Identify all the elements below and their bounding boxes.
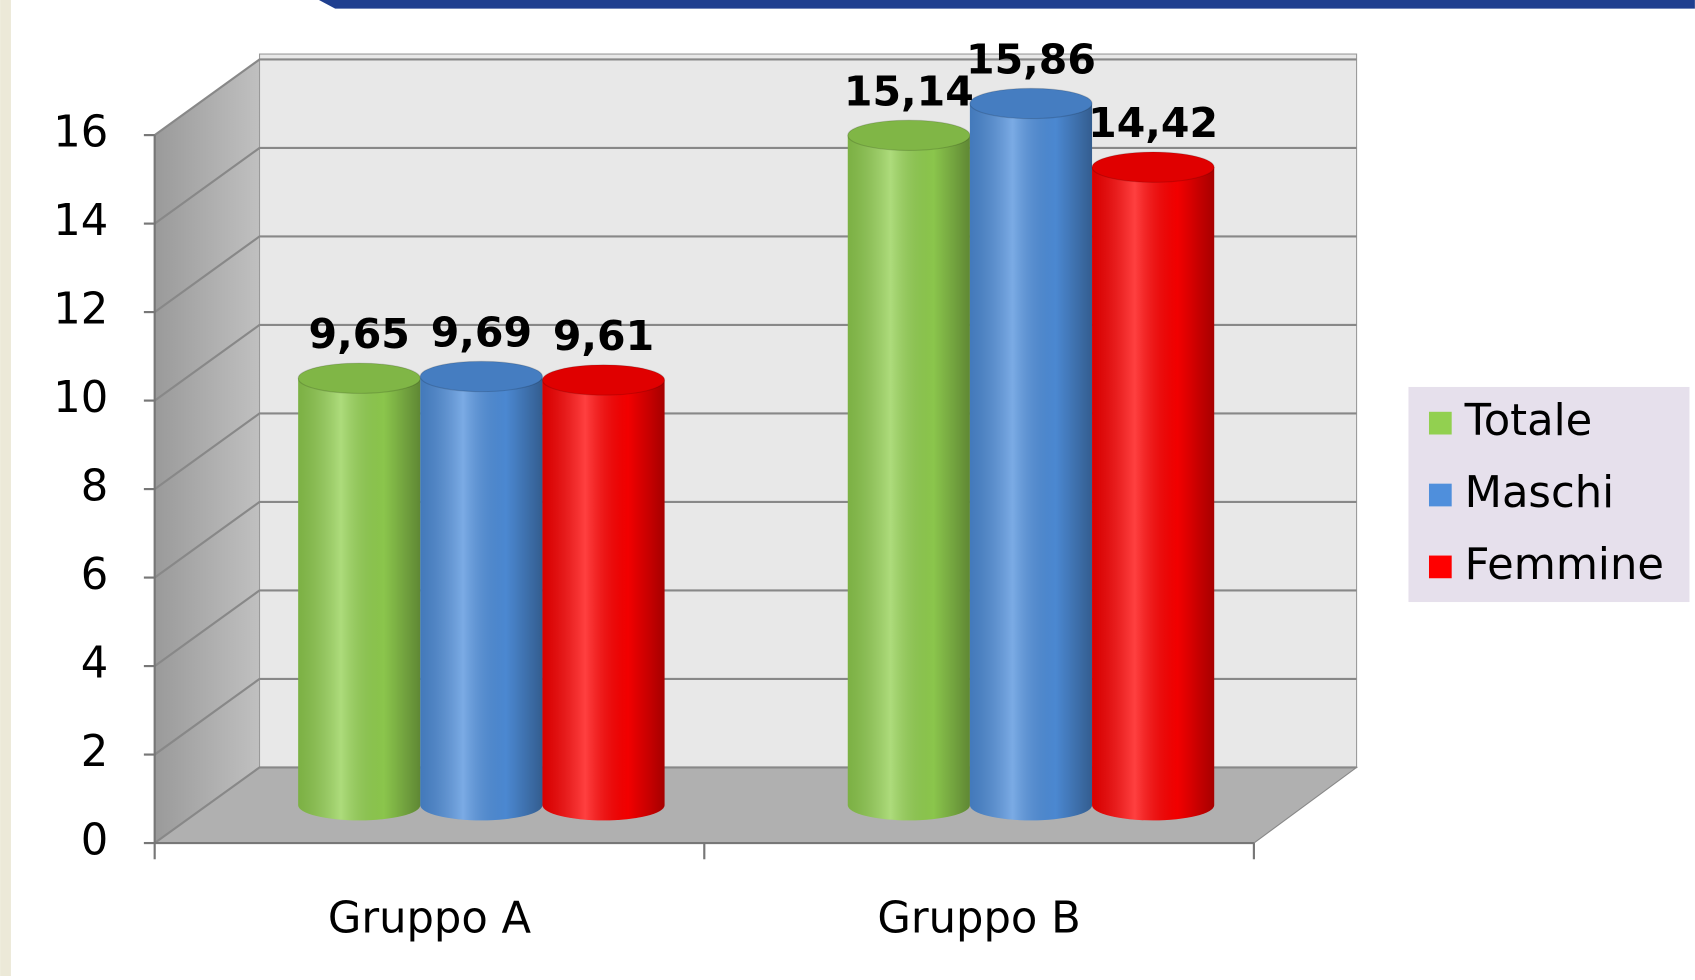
y-tick-label: 6: [81, 550, 109, 600]
frame-top: [318, 0, 1695, 9]
y-tick-label: 12: [53, 285, 108, 335]
bar-top-shade: [969, 88, 1093, 119]
y-tick-label: 2: [81, 727, 109, 777]
y-tick-label: 14: [53, 196, 108, 246]
value-label: 14,42: [1088, 99, 1218, 147]
value-label: 9,69: [431, 308, 532, 356]
value-label: 9,61: [553, 312, 654, 360]
bar-top-shade: [847, 120, 970, 151]
bar-shade: [847, 135, 970, 821]
bar-top: [969, 87, 1093, 120]
bar-top-shade: [298, 363, 421, 394]
bar-top-shade: [542, 364, 665, 396]
value-label: 15,14: [844, 67, 974, 115]
bar-shade: [298, 378, 421, 821]
bar-top-shade: [420, 361, 543, 392]
legend-label: Maschi: [1465, 468, 1614, 518]
legend-swatch: [1428, 411, 1452, 435]
legend-swatch: [1428, 555, 1452, 579]
legend-label: Femmine: [1465, 540, 1664, 590]
legend: [1408, 386, 1690, 603]
legend-swatch: [1428, 483, 1452, 507]
bar-shade: [1092, 167, 1215, 821]
value-label: 9,65: [309, 310, 410, 358]
grid-line: [154, 58, 1357, 136]
y-tick-label: 0: [81, 816, 109, 866]
bar-top: [419, 360, 543, 393]
bar-shade: [969, 103, 1093, 821]
y-tick-label: 8: [81, 462, 109, 512]
bar-top-shade: [1092, 152, 1215, 183]
frame: [0, 0, 11, 976]
x-tick-label: Gruppo B: [877, 893, 1080, 943]
bar-top: [1091, 151, 1215, 183]
bar-top: [541, 364, 666, 396]
y-tick-label: 16: [53, 108, 108, 158]
y-tick-label: 4: [81, 639, 109, 689]
bar-shade: [542, 380, 665, 821]
x-tick-label: Gruppo A: [328, 893, 532, 943]
legend-label: Totale: [1464, 396, 1593, 446]
value-label: 15,86: [966, 35, 1096, 83]
bar-shade: [420, 376, 543, 821]
y-tick-label: 10: [53, 373, 108, 423]
